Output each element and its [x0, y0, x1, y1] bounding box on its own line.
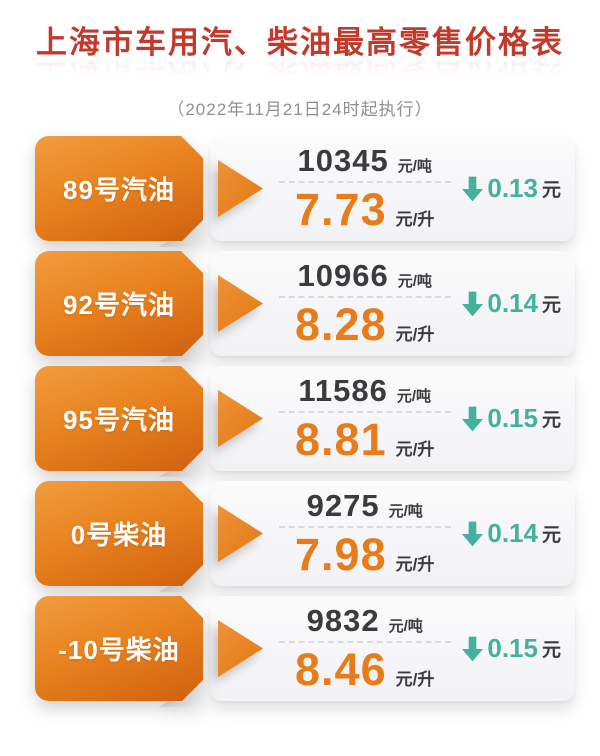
price-drop-arrow-icon [462, 291, 484, 316]
price-per-liter: 7.73 [295, 184, 387, 235]
liter-unit-label: 元/升 [395, 670, 435, 689]
price-drop-arrow-icon [462, 406, 484, 431]
price-column: 10966 元/吨 8.28 元/升 [263, 254, 462, 353]
dashed-divider [278, 411, 451, 413]
price-drop-arrow-icon [462, 636, 484, 661]
dashed-divider [278, 296, 451, 298]
ton-unit-label: 元/吨 [397, 273, 432, 290]
table-row: 92号汽油 10966 元/吨 8.28 元/升 0 [35, 251, 575, 362]
price-change: 0.15 元 [462, 403, 563, 434]
ton-unit-label: 元/吨 [388, 503, 423, 520]
arrow-right-icon [218, 160, 263, 217]
price-change: 0.14 元 [462, 518, 563, 549]
price-drop-arrow-icon [462, 176, 484, 201]
price-change: 0.14 元 [462, 288, 563, 319]
yuan-label: 元 [541, 525, 561, 546]
liter-unit-label: 元/升 [395, 325, 435, 344]
price-column: 11586 元/吨 8.81 元/升 [263, 369, 462, 468]
change-amount: 0.13 [487, 173, 538, 203]
price-per-liter: 8.81 [295, 414, 387, 465]
arrow-right-icon [218, 620, 263, 677]
product-name: 89号汽油 [35, 136, 203, 241]
dashed-divider [278, 641, 451, 643]
arrow-right-icon [218, 390, 263, 447]
liter-unit-label: 元/升 [395, 210, 435, 229]
change-amount: 0.15 [487, 633, 538, 663]
price-per-ton: 9275 [306, 488, 380, 523]
product-label-card: 92号汽油 [35, 251, 206, 362]
yuan-label: 元 [541, 295, 561, 316]
table-row: 89号汽油 10345 元/吨 7.73 元/升 0 [35, 136, 575, 247]
price-change: 0.13 元 [462, 173, 563, 204]
table-row: -10号柴油 9832 元/吨 8.46 元/升 0 [35, 596, 575, 707]
yuan-label: 元 [541, 180, 561, 201]
price-per-liter: 7.98 [295, 529, 387, 580]
product-name: -10号柴油 [35, 596, 203, 701]
liter-unit-label: 元/升 [395, 440, 435, 459]
price-per-liter: 8.46 [295, 644, 387, 695]
price-drop-arrow-icon [462, 521, 484, 546]
product-label-card: 89号汽油 [35, 136, 206, 247]
price-rows: 89号汽油 10345 元/吨 7.73 元/升 0 [0, 136, 600, 707]
arrow-right-icon [218, 505, 263, 562]
table-row: 95号汽油 11586 元/吨 8.81 元/升 0 [35, 366, 575, 477]
ton-unit-label: 元/吨 [397, 158, 432, 175]
price-per-ton: 10345 [297, 143, 389, 178]
yuan-label: 元 [541, 410, 561, 431]
price-per-ton: 9832 [306, 603, 380, 638]
price-per-liter: 8.28 [295, 299, 387, 350]
product-label-card: 0号柴油 [35, 481, 206, 592]
product-label-card: -10号柴油 [35, 596, 206, 707]
product-name: 95号汽油 [35, 366, 203, 471]
product-label-card: 95号汽油 [35, 366, 206, 477]
price-per-ton: 10966 [297, 258, 389, 293]
liter-unit-label: 元/升 [395, 555, 435, 574]
ton-unit-label: 元/吨 [396, 388, 432, 405]
effective-date-subtitle: （2022年11月21日24时起执行） [167, 100, 433, 119]
arrow-right-icon [218, 275, 263, 332]
price-column: 9275 元/吨 7.98 元/升 [263, 484, 462, 583]
change-amount: 0.15 [487, 403, 538, 433]
ton-unit-label: 元/吨 [388, 618, 423, 635]
product-name: 92号汽油 [35, 251, 203, 356]
dashed-divider [278, 526, 451, 528]
change-amount: 0.14 [487, 288, 538, 318]
price-column: 10345 元/吨 7.73 元/升 [263, 139, 462, 238]
price-per-ton: 11586 [298, 373, 388, 408]
price-change: 0.15 元 [462, 633, 563, 664]
price-card: 10966 元/吨 8.28 元/升 0.14 元 [210, 251, 575, 356]
dashed-divider [278, 181, 451, 183]
price-card: 9832 元/吨 8.46 元/升 0.15 元 [210, 596, 575, 701]
price-card: 10345 元/吨 7.73 元/升 0.13 元 [210, 136, 575, 241]
price-card: 9275 元/吨 7.98 元/升 0.14 元 [210, 481, 575, 586]
page-title: 上海市车用汽、柴油最高零售价格表 [36, 25, 564, 60]
fuel-price-infographic: 上海市车用汽、柴油最高零售价格表 上海市车用汽、柴油最高零售价格表 （2022年… [0, 24, 600, 756]
product-name: 0号柴油 [35, 481, 203, 586]
price-card: 11586 元/吨 8.81 元/升 0.15 元 [210, 366, 575, 471]
price-column: 9832 元/吨 8.46 元/升 [263, 599, 462, 698]
yuan-label: 元 [541, 640, 561, 661]
change-amount: 0.14 [487, 518, 538, 548]
table-row: 0号柴油 9275 元/吨 7.98 元/升 0.1 [35, 481, 575, 592]
